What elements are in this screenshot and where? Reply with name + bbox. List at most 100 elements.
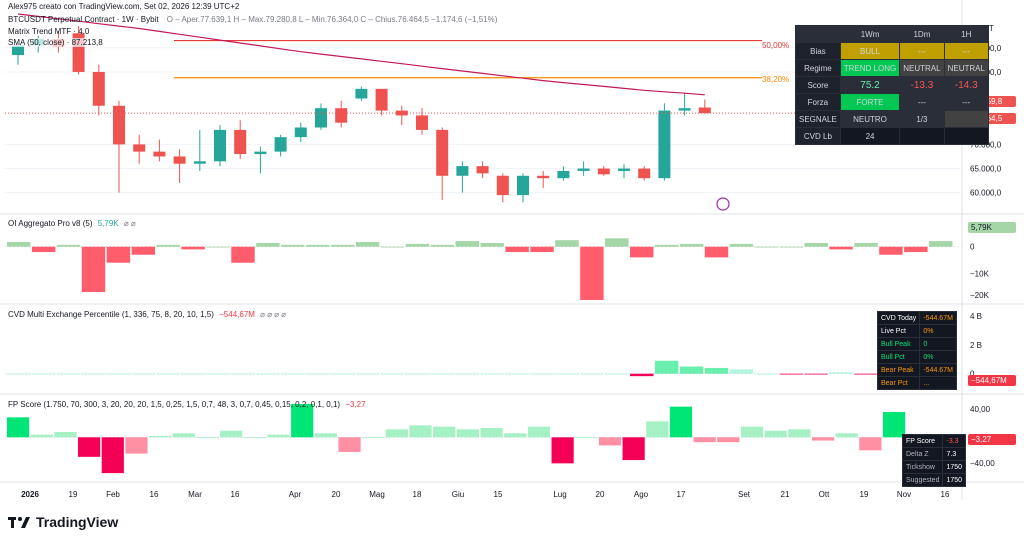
mtf-row: CVD Lb 24 — [795, 127, 989, 145]
fp-bar — [172, 433, 195, 438]
symbol-name[interactable]: BTCUSDT Perpetual Contract · 1W · Bybit — [8, 15, 159, 24]
cvd-panel-label[interactable]: CVD Multi Exchange Percentile (1, 336, 7… — [8, 310, 286, 319]
mtf-row: Regime TREND LONG NEUTRAL NEUTRAL — [795, 59, 989, 77]
fp-bar — [362, 437, 385, 439]
side-table-value: ... — [919, 376, 957, 390]
mtf-cell: NEUTRAL — [899, 59, 945, 77]
fp-bar — [622, 437, 645, 461]
fp-panel-label[interactable]: FP Score (1.750, 70, 300, 3, 20, 20, 20,… — [8, 400, 366, 409]
tradingview-logo-text: TradingView — [36, 514, 119, 530]
time-tick-label: Feb — [106, 490, 120, 499]
cvd-bar — [131, 373, 156, 375]
fp-bar — [54, 431, 77, 438]
fp-bar — [527, 426, 551, 438]
mtf-cell: BULL — [839, 42, 901, 60]
oi-bar — [704, 246, 729, 258]
candle-body — [496, 175, 509, 196]
cvd-bar — [81, 373, 106, 375]
oi-tag: 5,79K — [968, 222, 1016, 233]
time-tick-label: Lug — [553, 490, 566, 499]
candle-body — [537, 175, 550, 179]
candle-body — [456, 166, 469, 176]
fp-bar — [78, 437, 101, 457]
eye-icon[interactable]: ⌀ ⌀ ⌀ ⌀ — [260, 310, 287, 319]
oi-bar — [156, 244, 180, 247]
tradingview-logo-icon — [8, 517, 30, 528]
time-tick-label: 16 — [231, 490, 240, 499]
fp-table: FP Score -3.3 Delta Z 7.3 Tickshow 1750 Sugges… — [901, 434, 967, 487]
oi-bar — [779, 246, 803, 248]
oi-bar — [630, 246, 654, 258]
fib-382-label: 38,20% — [762, 75, 790, 84]
cvd-bar — [430, 373, 455, 375]
candle-body — [416, 115, 428, 130]
oi-bar — [7, 242, 31, 247]
indicator-matrix-label[interactable]: Matrix Trend MTF · 4.0 — [8, 27, 90, 36]
side-table-row: Live Pct 0% — [876, 324, 957, 338]
mtf-cell: NEUTRO — [839, 110, 901, 128]
mtf-cell: 1/3 — [899, 110, 945, 128]
mtf-row: SEGNALE NEUTRO 1/3 — [795, 110, 989, 128]
candle-body — [638, 168, 651, 179]
time-tick-label: 2026 — [21, 490, 39, 499]
fp-bar — [788, 429, 811, 438]
time-tick-label: 20 — [332, 490, 341, 499]
cvd-bar — [256, 373, 280, 375]
time-tick-label: Apr — [289, 490, 302, 499]
fp-tag: −3,27 — [968, 434, 1016, 445]
cvd-bar — [630, 373, 654, 377]
mtf-row-label: Regime — [795, 59, 841, 77]
oi-tick-label: −10K — [970, 269, 990, 278]
candle-body — [577, 168, 590, 171]
time-tick-label: Set — [738, 490, 751, 499]
oi-bar — [380, 246, 405, 248]
side-table-row: Bull Peak 0 — [876, 337, 957, 351]
side-table-key: Live Pct — [876, 324, 921, 338]
oi-bar — [729, 243, 754, 247]
oi-panel-label[interactable]: OI Aggregato Pro v8 (5) 5,79K ⌀ ⌀ — [8, 219, 136, 228]
cvd-bar — [231, 373, 255, 375]
fp-bar — [149, 435, 172, 438]
cvd-value: −544,67M — [219, 310, 255, 319]
cvd-bar — [804, 373, 828, 375]
side-table-row: Bull Pct 0% — [876, 350, 957, 364]
candle-body — [476, 166, 489, 174]
time-tick-label: 19 — [860, 490, 869, 499]
candle-body — [214, 129, 226, 162]
ohlc-values: O – Aper.77.639,1 H – Max.79.280,8 L – M… — [166, 15, 498, 24]
fp-bar — [693, 437, 716, 443]
cvd-bar — [729, 369, 754, 374]
side-table-row: Bear Pct... — [876, 376, 957, 390]
price-tick-label: 60.000,0 — [970, 189, 1002, 198]
lightning-icon — [716, 197, 730, 211]
oi-bar — [330, 244, 355, 247]
fp-value: −3,27 — [345, 400, 366, 409]
eye-icon[interactable]: ⌀ ⌀ — [123, 219, 136, 228]
side-table-key: CVD Today — [876, 311, 921, 325]
mtf-cell: -14.3 — [943, 76, 989, 94]
fp-bar — [196, 437, 219, 439]
oi-bar — [505, 246, 529, 253]
side-table-key: Bear Peak — [876, 363, 921, 377]
fp-bar — [385, 429, 408, 438]
side-table-key: Bull Pct — [876, 350, 921, 364]
tradingview-logo[interactable]: TradingView — [8, 514, 118, 530]
fp-bar — [243, 437, 266, 439]
mtf-row-label: Score — [795, 76, 841, 94]
cvd-bar — [654, 360, 679, 374]
cvd-bar — [779, 373, 803, 375]
mtf-header-cell: 1Wm — [839, 25, 901, 43]
side-table-key: Bull Peak — [876, 337, 921, 351]
oi-bar — [605, 238, 629, 247]
cvd-bar — [829, 372, 853, 374]
candle-body — [517, 175, 529, 196]
mtf-row: Forza FORTE --- --- — [795, 93, 989, 111]
indicator-sma-label[interactable]: SMA (50, close) · 87.213,8 — [8, 38, 103, 47]
side-table-row: Delta Z 7.3 — [901, 447, 967, 461]
oi-bar — [480, 242, 504, 247]
mtf-cell: TREND LONG — [839, 59, 901, 77]
side-table-key: Bear Pct — [876, 376, 921, 390]
fp-bar — [504, 433, 527, 438]
cvd-bar — [281, 373, 305, 375]
